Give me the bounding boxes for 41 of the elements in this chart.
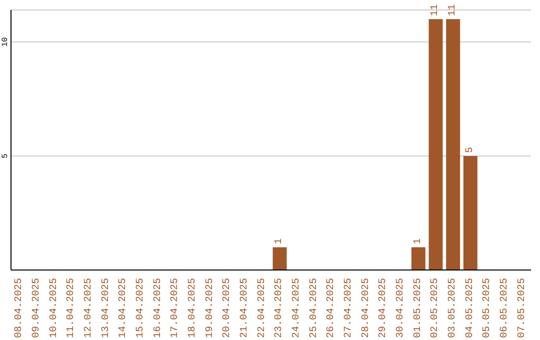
data-label: 11 <box>430 4 442 16</box>
x-tick-label: 26.04.2025 <box>326 278 338 338</box>
x-tick-label: 01.05.2025 <box>412 278 424 338</box>
y-tick-label: 10 <box>1 36 10 47</box>
x-tick-label: 20.04.2025 <box>222 278 234 338</box>
x-tick-label: 05.05.2025 <box>482 278 494 338</box>
x-tick-label: 24.04.2025 <box>292 278 302 338</box>
data-label: 1 <box>412 238 424 244</box>
data-label: 11 <box>448 4 459 16</box>
bar <box>411 247 426 270</box>
bar <box>428 19 443 270</box>
x-tick-label: 17.04.2025 <box>170 278 182 338</box>
x-tick-label: 28.04.2025 <box>360 278 372 338</box>
x-tick-label: 27.04.2025 <box>344 278 354 338</box>
x-tick-label: 10.04.2025 <box>48 278 60 338</box>
bar <box>463 156 478 270</box>
x-tick-label: 22.04.2025 <box>256 278 268 338</box>
x-tick-label: 07.05.2025 <box>516 278 528 338</box>
x-tick-label: 09.04.2025 <box>32 278 42 338</box>
x-tick-label: 02.05.2025 <box>430 278 442 338</box>
x-tick-label: 15.04.2025 <box>136 278 146 338</box>
x-tick-label: 12.04.2025 <box>84 278 94 338</box>
x-tick-label: 03.05.2025 <box>448 278 458 338</box>
x-tick-label: 23.04.2025 <box>274 278 286 338</box>
x-tick-label: 16.04.2025 <box>152 278 164 338</box>
x-tick-label: 08.04.2025 <box>14 278 26 338</box>
x-tick-label: 11.04.2025 <box>66 278 78 338</box>
bar <box>446 19 460 270</box>
x-tick-label: 21.04.2025 <box>240 278 250 338</box>
x-tick-label: 13.04.2025 <box>100 278 112 338</box>
bar <box>272 247 287 270</box>
x-tick-label: 25.04.2025 <box>308 278 320 338</box>
data-label: 5 <box>464 146 476 153</box>
x-tick-label: 14.04.2025 <box>118 278 130 338</box>
x-tick-label: 04.05.2025 <box>464 278 476 338</box>
x-tick-label: 06.05.2025 <box>500 278 510 338</box>
data-label: 1 <box>274 238 286 244</box>
x-tick-label: 29.04.2025 <box>378 278 390 338</box>
x-tick-label: 30.04.2025 <box>396 278 406 338</box>
x-tick-label: 19.04.2025 <box>204 278 216 338</box>
x-tick-label: 18.04.2025 <box>188 278 198 338</box>
